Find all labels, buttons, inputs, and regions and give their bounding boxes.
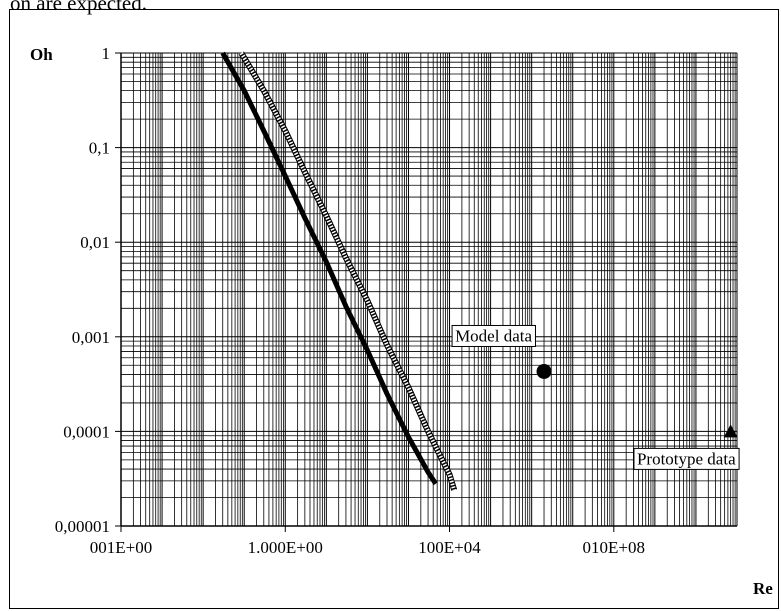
annotation-text: Model data	[455, 326, 532, 345]
y-tick-label: 0,01	[80, 233, 110, 252]
series-line	[220, 51, 438, 486]
y-axis-label: Oh	[30, 45, 53, 64]
y-tick-label: 1	[102, 44, 111, 63]
chart-frame: 1 0,1 0,01 0,001 0,0001 0,00001 001E+00 1.000E+…	[9, 9, 779, 609]
annotation-box	[451, 324, 536, 347]
prototype-data-point	[723, 424, 738, 438]
y-tick-label: 0,1	[89, 139, 110, 158]
model-data-point	[536, 363, 552, 379]
chart: 1 0,1 0,01 0,001 0,0001 0,00001 001E+00 1.000E+…	[30, 44, 773, 598]
y-tick-label: 0,0001	[63, 422, 110, 441]
label-layer: 1 0,1 0,01 0,001 0,0001 0,00001 001E+00 1.000E+…	[55, 44, 740, 557]
series-line	[239, 51, 457, 491]
annotation-text: Prototype data	[637, 449, 736, 468]
x-tick-label: 010E+08	[583, 538, 645, 557]
x-tick-label: 1.000E+00	[248, 538, 323, 557]
grid	[120, 52, 738, 527]
x-tick-label: 001E+00	[90, 538, 152, 557]
annotation-box	[633, 447, 740, 470]
y-tick-label: 0,00001	[55, 517, 110, 536]
x-axis-label: Re	[753, 579, 773, 598]
annotation-prototype-data: Prototype data	[633, 447, 740, 470]
series-layer	[220, 51, 458, 491]
caption-text: on are expected.	[10, 0, 148, 15]
y-tick-label: 0,001	[72, 328, 110, 347]
point-layer	[536, 363, 738, 438]
annotation-model-data: Model data	[451, 324, 536, 347]
x-tick-label: 100E+04	[418, 538, 481, 557]
